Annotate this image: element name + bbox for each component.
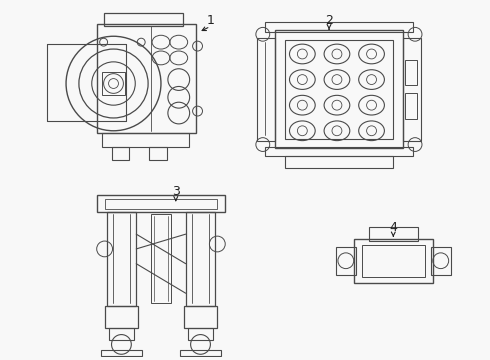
Bar bbox=[265, 22, 413, 32]
Bar bbox=[285, 156, 393, 168]
Bar bbox=[47, 44, 126, 121]
Bar bbox=[368, 227, 418, 241]
Bar bbox=[100, 350, 142, 356]
Bar bbox=[431, 247, 451, 275]
Text: 3: 3 bbox=[172, 185, 180, 198]
Bar bbox=[354, 239, 433, 283]
Bar bbox=[285, 40, 393, 139]
Bar bbox=[97, 195, 225, 212]
Bar bbox=[405, 60, 417, 85]
Bar bbox=[151, 215, 171, 303]
Bar bbox=[112, 147, 129, 160]
Bar bbox=[101, 133, 189, 147]
Bar bbox=[104, 199, 218, 208]
Bar bbox=[103, 13, 183, 26]
Text: 4: 4 bbox=[390, 221, 397, 234]
Bar bbox=[405, 93, 417, 119]
Bar bbox=[336, 247, 356, 275]
Bar bbox=[107, 212, 136, 306]
Bar bbox=[257, 38, 275, 141]
Text: 2: 2 bbox=[325, 14, 333, 27]
Bar bbox=[403, 38, 421, 141]
Bar bbox=[97, 24, 196, 133]
Bar bbox=[104, 306, 138, 328]
Bar bbox=[186, 212, 215, 306]
Bar bbox=[188, 328, 213, 339]
Bar bbox=[149, 147, 167, 160]
Bar bbox=[362, 245, 425, 278]
Bar bbox=[265, 147, 413, 156]
Bar bbox=[109, 328, 134, 339]
Bar bbox=[275, 30, 403, 148]
Bar bbox=[184, 306, 218, 328]
Text: 1: 1 bbox=[206, 14, 214, 27]
Bar bbox=[101, 72, 125, 95]
Bar bbox=[180, 350, 221, 356]
